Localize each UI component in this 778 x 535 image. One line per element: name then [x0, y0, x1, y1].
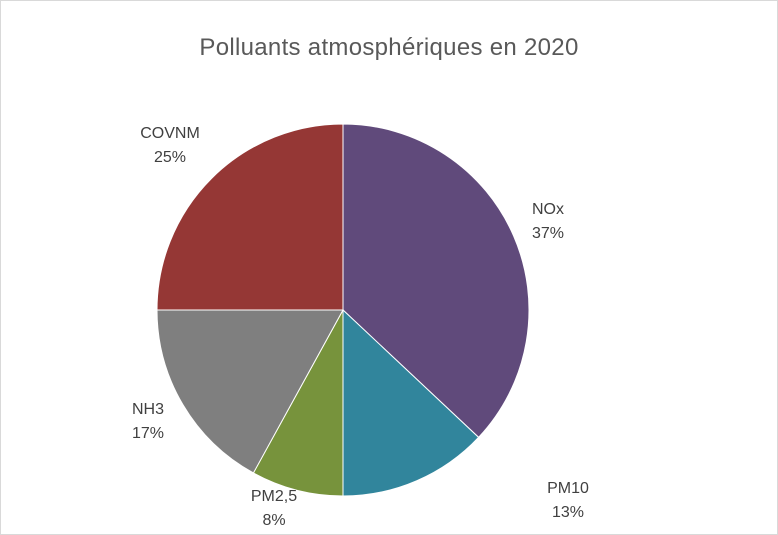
data-label-nh3: NH3 17%	[132, 401, 164, 442]
chart-title: Polluants atmosphériques en 2020	[199, 34, 579, 61]
pie-slice-nox	[342, 123, 530, 439]
pie-slice-nh3	[156, 309, 344, 474]
data-label-pm10: PM10 13%	[547, 480, 589, 521]
data-label-pm25: PM2,5 8%	[251, 488, 297, 529]
pie-slice-covnm	[156, 123, 344, 311]
data-label-covnm: COVNM 25%	[140, 125, 200, 166]
data-label-nox: NOx 37%	[532, 201, 564, 242]
pie-slice-pm10	[342, 308, 480, 497]
pie-slice-pm25	[252, 309, 344, 497]
